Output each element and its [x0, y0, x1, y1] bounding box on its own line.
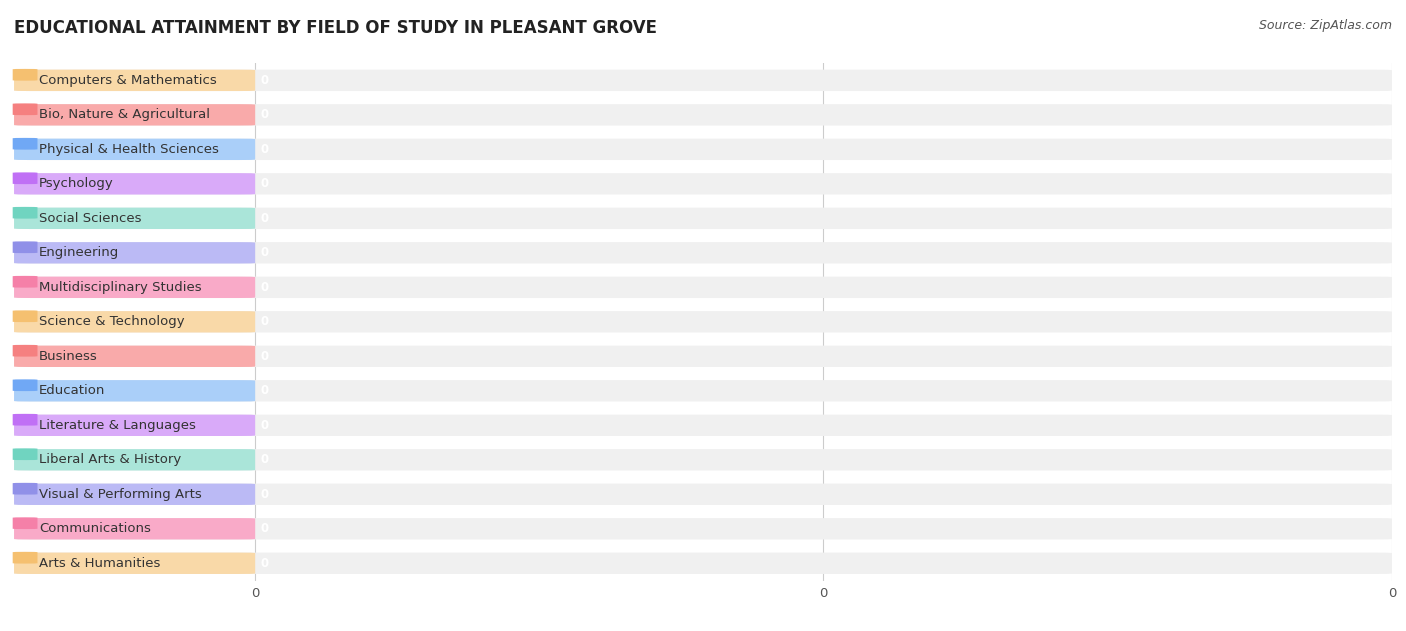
FancyBboxPatch shape	[14, 483, 256, 505]
FancyBboxPatch shape	[13, 207, 38, 218]
FancyBboxPatch shape	[14, 553, 256, 574]
FancyBboxPatch shape	[14, 449, 256, 471]
Text: Literature & Languages: Literature & Languages	[39, 419, 195, 432]
FancyBboxPatch shape	[13, 379, 38, 391]
Text: Source: ZipAtlas.com: Source: ZipAtlas.com	[1258, 19, 1392, 32]
FancyBboxPatch shape	[14, 139, 256, 160]
FancyBboxPatch shape	[13, 242, 38, 253]
FancyBboxPatch shape	[14, 415, 256, 436]
Text: 0: 0	[260, 522, 269, 535]
Text: 0: 0	[260, 177, 269, 191]
FancyBboxPatch shape	[14, 208, 1392, 229]
FancyBboxPatch shape	[14, 173, 1392, 194]
FancyBboxPatch shape	[13, 172, 38, 184]
FancyBboxPatch shape	[14, 104, 256, 126]
Text: EDUCATIONAL ATTAINMENT BY FIELD OF STUDY IN PLEASANT GROVE: EDUCATIONAL ATTAINMENT BY FIELD OF STUDY…	[14, 19, 657, 37]
FancyBboxPatch shape	[14, 553, 1392, 574]
FancyBboxPatch shape	[14, 483, 1392, 505]
FancyBboxPatch shape	[14, 242, 256, 264]
FancyBboxPatch shape	[13, 310, 38, 322]
Text: 0: 0	[260, 557, 269, 570]
FancyBboxPatch shape	[13, 103, 38, 115]
Text: 0: 0	[260, 109, 269, 121]
Text: Psychology: Psychology	[39, 177, 114, 191]
Text: Physical & Health Sciences: Physical & Health Sciences	[39, 143, 219, 156]
FancyBboxPatch shape	[13, 414, 38, 425]
FancyBboxPatch shape	[14, 449, 1392, 471]
FancyBboxPatch shape	[14, 242, 1392, 264]
Text: Computers & Mathematics: Computers & Mathematics	[39, 74, 217, 87]
Text: 0: 0	[260, 212, 269, 225]
FancyBboxPatch shape	[14, 311, 1392, 333]
FancyBboxPatch shape	[13, 69, 38, 81]
Text: 0: 0	[260, 246, 269, 259]
FancyBboxPatch shape	[14, 173, 256, 194]
Text: 0: 0	[260, 488, 269, 501]
Text: 0: 0	[260, 350, 269, 363]
FancyBboxPatch shape	[14, 346, 256, 367]
Text: Liberal Arts & History: Liberal Arts & History	[39, 453, 181, 466]
Text: Communications: Communications	[39, 522, 150, 535]
Text: Arts & Humanities: Arts & Humanities	[39, 557, 160, 570]
Text: Social Sciences: Social Sciences	[39, 212, 142, 225]
Text: 0: 0	[260, 419, 269, 432]
FancyBboxPatch shape	[14, 380, 1392, 401]
Text: Business: Business	[39, 350, 97, 363]
FancyBboxPatch shape	[14, 380, 256, 401]
Text: Science & Technology: Science & Technology	[39, 316, 184, 328]
Text: 0: 0	[260, 281, 269, 294]
Text: Engineering: Engineering	[39, 246, 120, 259]
FancyBboxPatch shape	[14, 69, 256, 91]
FancyBboxPatch shape	[13, 552, 38, 563]
FancyBboxPatch shape	[14, 518, 256, 540]
FancyBboxPatch shape	[13, 276, 38, 288]
Text: 0: 0	[260, 143, 269, 156]
Text: Education: Education	[39, 384, 105, 398]
Text: 0: 0	[260, 74, 269, 87]
FancyBboxPatch shape	[14, 346, 1392, 367]
FancyBboxPatch shape	[14, 518, 1392, 540]
FancyBboxPatch shape	[14, 208, 256, 229]
Text: Multidisciplinary Studies: Multidisciplinary Studies	[39, 281, 201, 294]
Text: Bio, Nature & Agricultural: Bio, Nature & Agricultural	[39, 109, 209, 121]
Text: Visual & Performing Arts: Visual & Performing Arts	[39, 488, 201, 501]
Text: 0: 0	[260, 316, 269, 328]
FancyBboxPatch shape	[14, 276, 256, 298]
Text: 0: 0	[260, 384, 269, 398]
FancyBboxPatch shape	[14, 276, 1392, 298]
FancyBboxPatch shape	[14, 69, 1392, 91]
FancyBboxPatch shape	[13, 449, 38, 460]
FancyBboxPatch shape	[14, 311, 256, 333]
FancyBboxPatch shape	[14, 415, 1392, 436]
FancyBboxPatch shape	[13, 138, 38, 150]
Text: 0: 0	[260, 453, 269, 466]
FancyBboxPatch shape	[13, 483, 38, 495]
FancyBboxPatch shape	[13, 345, 38, 357]
FancyBboxPatch shape	[13, 517, 38, 529]
FancyBboxPatch shape	[14, 104, 1392, 126]
FancyBboxPatch shape	[14, 139, 1392, 160]
